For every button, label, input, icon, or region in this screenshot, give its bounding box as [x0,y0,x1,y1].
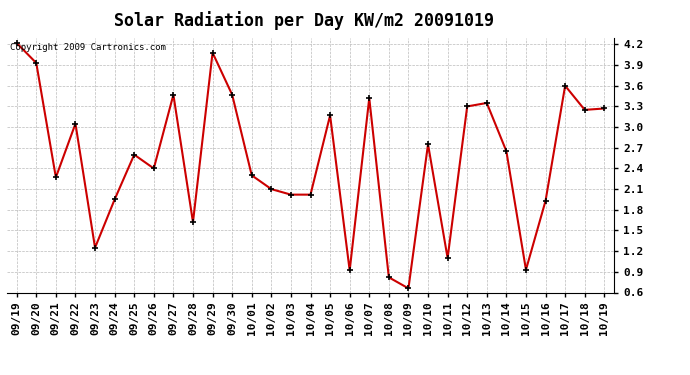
Text: Solar Radiation per Day KW/m2 20091019: Solar Radiation per Day KW/m2 20091019 [114,11,493,30]
Text: Copyright 2009 Cartronics.com: Copyright 2009 Cartronics.com [10,43,166,52]
